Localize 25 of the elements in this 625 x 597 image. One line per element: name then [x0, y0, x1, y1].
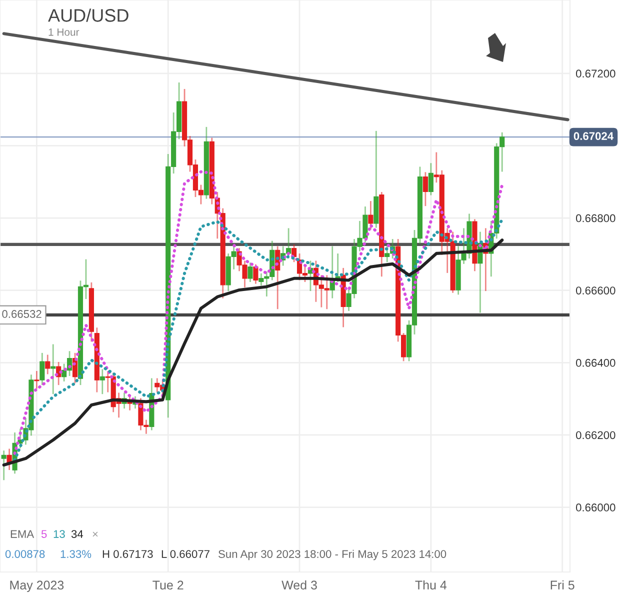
- annotation: H 0.67173: [102, 550, 153, 558]
- y-tick-label: 0.66800: [576, 214, 616, 222]
- annotation: EMA: [10, 530, 34, 538]
- annotation: L 0.66077: [162, 550, 210, 558]
- x-tick-label: Thu 4: [415, 580, 447, 590]
- text: 1 Hour: [48, 28, 80, 36]
- annotation: Sun Apr 30 2023 18:00 - Fri May 5 2023 14:00: [218, 550, 446, 560]
- y-tick-label: 0.66400: [576, 358, 616, 367]
- y-tick-label: 0.67200: [576, 70, 616, 78]
- text: 34: [71, 530, 84, 538]
- x-tick-label: May 2023: [10, 580, 64, 592]
- annotation: 0.00878: [5, 550, 45, 558]
- annotation: ×: [92, 532, 98, 537]
- text: 13: [54, 530, 65, 538]
- x-tick-label: Fri 5: [550, 580, 574, 590]
- ref-line-label: 0.66532: [2, 310, 42, 318]
- text: 5: [41, 530, 47, 538]
- y-tick-label: 0.66200: [576, 431, 616, 440]
- annotation: 1.33%: [60, 550, 92, 558]
- ref-line-label: 0.67024: [574, 132, 614, 140]
- x-tick-label: Wed 3: [282, 580, 317, 590]
- y-tick-label: 0.66600: [576, 286, 616, 294]
- y-tick-label: 0.66000: [576, 504, 616, 512]
- chart-title: AUD/USD: [48, 8, 128, 22]
- x-tick-label: Tue 2: [152, 580, 184, 590]
